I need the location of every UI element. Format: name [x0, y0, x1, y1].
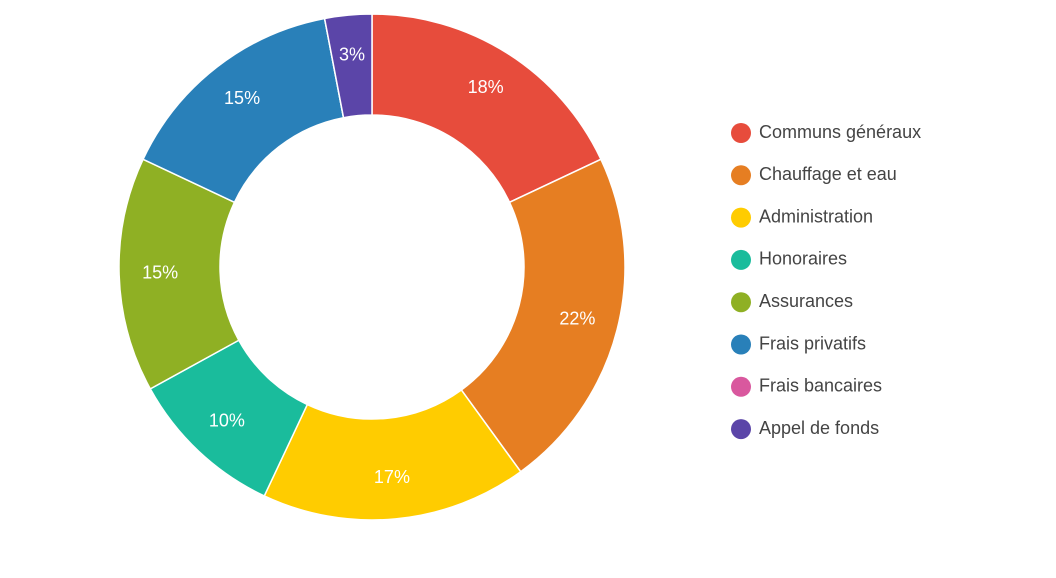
value-label: 10%: [209, 410, 245, 430]
legend-label: Frais privatifs: [759, 333, 866, 353]
legend-label: Frais bancaires: [759, 376, 882, 396]
legend-marker: [731, 376, 751, 397]
legend-marker: [731, 249, 751, 270]
value-label: 17%: [374, 467, 410, 487]
value-label: 18%: [468, 77, 504, 97]
legend-marker: [731, 419, 751, 440]
value-label: 15%: [142, 262, 178, 282]
value-label: 15%: [224, 88, 260, 108]
legend-label: Appel de fonds: [759, 418, 879, 438]
legend-label: Chauffage et eau: [759, 164, 897, 184]
legend-marker: [731, 165, 751, 186]
legend-marker: [731, 207, 751, 228]
legend-label: Honoraires: [759, 249, 847, 269]
value-label: 3%: [339, 45, 365, 65]
donut-slice: [371, 13, 602, 204]
legend-label: Assurances: [759, 291, 853, 311]
legend-marker: [731, 123, 751, 143]
legend-label: Administration: [759, 206, 873, 226]
legend-marker: [731, 334, 751, 355]
donut-slice: [323, 13, 373, 119]
legend-marker: [731, 292, 751, 313]
value-label: 22%: [559, 308, 595, 328]
donut-slice: [460, 158, 626, 473]
legend-label: Communs généraux: [759, 122, 921, 142]
donut-slice: [263, 388, 522, 521]
